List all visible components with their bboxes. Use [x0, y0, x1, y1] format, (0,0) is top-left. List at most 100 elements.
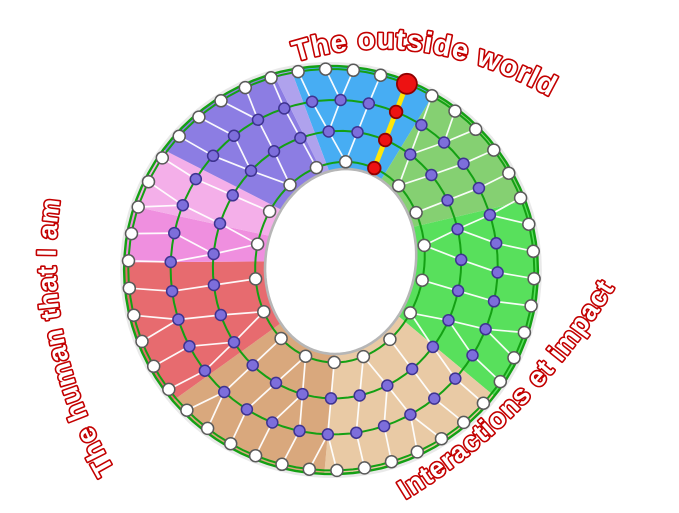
- node-outer[interactable]: [493, 374, 508, 389]
- node-inner[interactable]: [356, 349, 371, 364]
- node-ring-3[interactable]: [227, 129, 241, 143]
- node-outer[interactable]: [172, 129, 186, 144]
- node-outer[interactable]: [476, 396, 491, 410]
- node-outer[interactable]: [526, 244, 541, 259]
- node-outer[interactable]: [238, 80, 253, 95]
- node-ring-3[interactable]: [321, 428, 335, 441]
- node-ring-3[interactable]: [198, 364, 212, 377]
- node-ring-2[interactable]: [425, 168, 438, 182]
- node-ring-3[interactable]: [449, 372, 462, 385]
- node-ring-3[interactable]: [305, 95, 319, 108]
- node-ring-2[interactable]: [324, 392, 338, 405]
- sector-red-salmon[interactable]: [124, 261, 281, 401]
- node-inner[interactable]: [417, 238, 431, 253]
- node-inner[interactable]: [383, 332, 397, 347]
- node-ring-2[interactable]: [441, 194, 454, 207]
- node-ring-2[interactable]: [227, 335, 241, 349]
- node-inner[interactable]: [415, 273, 429, 287]
- node-outer[interactable]: [468, 122, 483, 137]
- node-ring-2[interactable]: [213, 217, 227, 230]
- node-outer[interactable]: [192, 110, 206, 124]
- node-outer[interactable]: [357, 461, 372, 475]
- node-ring-3[interactable]: [334, 93, 347, 107]
- node-outer[interactable]: [513, 191, 528, 205]
- node-inner[interactable]: [409, 205, 423, 220]
- node-ring-2[interactable]: [454, 253, 468, 267]
- node-outer[interactable]: [487, 143, 501, 157]
- node-ring-3[interactable]: [466, 349, 479, 362]
- node-outer[interactable]: [330, 463, 344, 478]
- highlight-path[interactable]: [371, 81, 410, 171]
- node-ring-2[interactable]: [267, 145, 281, 158]
- node-outer[interactable]: [146, 359, 161, 374]
- node-ring-2[interactable]: [405, 362, 419, 376]
- sector-blue-outside-world[interactable]: [291, 65, 434, 180]
- node-ring-3[interactable]: [266, 416, 279, 429]
- node-outer[interactable]: [384, 454, 399, 469]
- node-inner[interactable]: [298, 349, 313, 363]
- node-inner[interactable]: [248, 272, 263, 286]
- node-outer[interactable]: [448, 104, 462, 118]
- node-inner[interactable]: [391, 178, 406, 193]
- node-inner[interactable]: [250, 237, 265, 251]
- node-outer[interactable]: [121, 254, 136, 268]
- node-inner[interactable]: [283, 178, 297, 192]
- node-outer[interactable]: [507, 351, 521, 365]
- highlight-node[interactable]: [388, 104, 404, 120]
- node-ring-3[interactable]: [206, 149, 220, 163]
- highlight-node[interactable]: [378, 132, 393, 148]
- node-ring-3[interactable]: [293, 424, 306, 438]
- node-inner[interactable]: [274, 331, 288, 346]
- node-inner[interactable]: [257, 304, 271, 319]
- node-ring-2[interactable]: [442, 314, 455, 327]
- node-outer[interactable]: [180, 403, 194, 417]
- highlight-node[interactable]: [367, 160, 382, 176]
- node-inner[interactable]: [338, 155, 353, 169]
- node-ring-3[interactable]: [483, 208, 497, 222]
- node-outer[interactable]: [522, 217, 536, 231]
- node-outer[interactable]: [502, 166, 516, 180]
- node-ring-3[interactable]: [165, 284, 179, 298]
- node-outer[interactable]: [456, 415, 471, 430]
- node-outer[interactable]: [302, 462, 317, 476]
- node-outer[interactable]: [291, 64, 305, 79]
- node-ring-2[interactable]: [353, 389, 366, 402]
- node-ring-3[interactable]: [362, 97, 376, 110]
- node-outer[interactable]: [127, 308, 141, 323]
- node-ring-2[interactable]: [451, 222, 464, 236]
- node-ring-3[interactable]: [240, 403, 254, 416]
- node-ring-3[interactable]: [489, 237, 503, 250]
- node-ring-3[interactable]: [487, 295, 501, 308]
- node-ring-2[interactable]: [322, 125, 335, 138]
- sector-pink-light[interactable]: [134, 149, 282, 236]
- node-inner[interactable]: [262, 204, 277, 219]
- node-ring-2[interactable]: [296, 387, 309, 401]
- node-outer[interactable]: [373, 68, 388, 82]
- node-ring-3[interactable]: [415, 118, 428, 132]
- node-ring-2[interactable]: [426, 340, 440, 354]
- highlight-node[interactable]: [395, 72, 418, 95]
- node-ring-3[interactable]: [176, 198, 190, 212]
- node-ring-2[interactable]: [451, 284, 465, 298]
- node-outer[interactable]: [223, 436, 238, 451]
- node-ring-2[interactable]: [269, 376, 283, 390]
- node-outer[interactable]: [155, 151, 170, 165]
- node-ring-3[interactable]: [437, 136, 451, 149]
- node-outer[interactable]: [248, 448, 263, 463]
- node-ring-2[interactable]: [294, 131, 307, 145]
- node-ring-3[interactable]: [183, 340, 196, 353]
- node-ring-3[interactable]: [172, 313, 185, 326]
- node-ring-3[interactable]: [278, 102, 291, 115]
- node-inner[interactable]: [403, 306, 418, 320]
- node-ring-3[interactable]: [404, 408, 417, 421]
- node-ring-2[interactable]: [381, 379, 394, 392]
- node-ring-2[interactable]: [244, 164, 258, 178]
- node-ring-3[interactable]: [428, 392, 441, 405]
- node-outer[interactable]: [434, 431, 449, 446]
- node-ring-3[interactable]: [189, 172, 203, 186]
- node-outer[interactable]: [135, 334, 149, 349]
- node-ring-2[interactable]: [226, 189, 239, 202]
- node-ring-3[interactable]: [377, 419, 391, 433]
- node-ring-2[interactable]: [404, 148, 417, 161]
- node-outer[interactable]: [425, 89, 439, 103]
